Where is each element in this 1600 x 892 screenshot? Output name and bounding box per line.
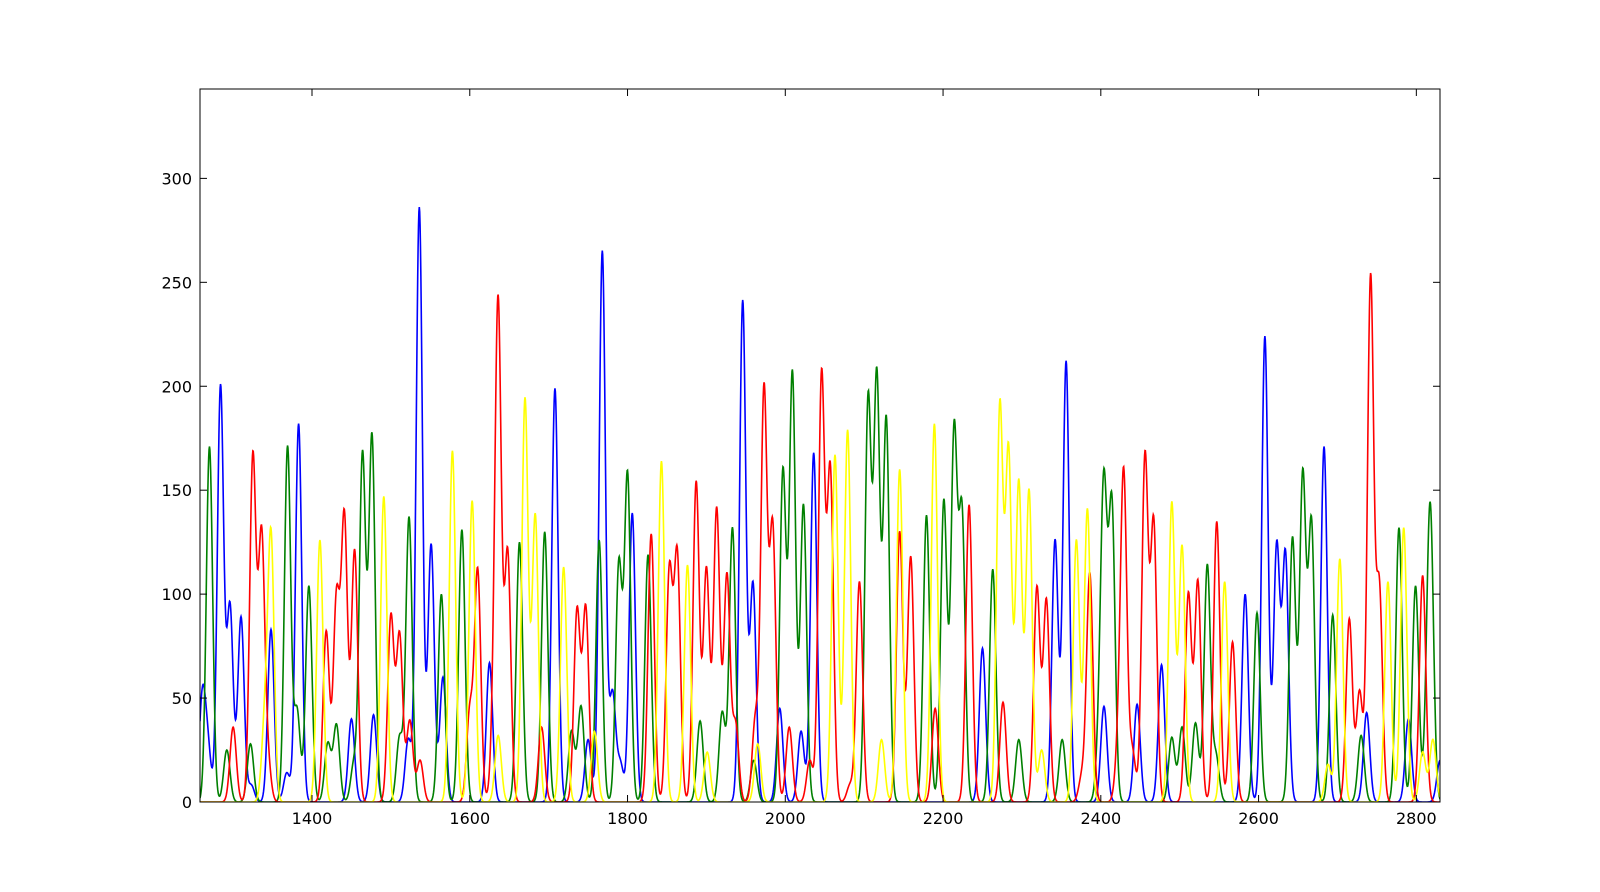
y-tick-label: 200 [161, 377, 192, 396]
series-line-3 [200, 397, 1440, 802]
y-tick-label: 0 [182, 793, 192, 812]
x-tick-label: 2600 [1238, 809, 1279, 828]
y-tick-label: 300 [161, 169, 192, 188]
y-tick-label: 250 [161, 273, 192, 292]
x-tick-label: 2000 [765, 809, 806, 828]
x-tick-label: 2200 [923, 809, 964, 828]
x-tick-label: 1400 [292, 809, 333, 828]
y-tick-label: 50 [172, 689, 192, 708]
x-tick-label: 2800 [1396, 809, 1437, 828]
y-tick-label: 150 [161, 481, 192, 500]
x-tick-label: 1600 [449, 809, 490, 828]
x-tick-label: 1800 [607, 809, 648, 828]
tick-layer: 1400 1600 1800 2000 2200 2400 2600 2800 0 50 100 15… [161, 89, 1440, 828]
plot-frame [199, 88, 1441, 803]
series-line-1 [200, 366, 1440, 802]
series-line-2 [200, 272, 1440, 802]
x-tick-label: 2400 [1080, 809, 1121, 828]
y-tick-label: 100 [161, 585, 192, 604]
